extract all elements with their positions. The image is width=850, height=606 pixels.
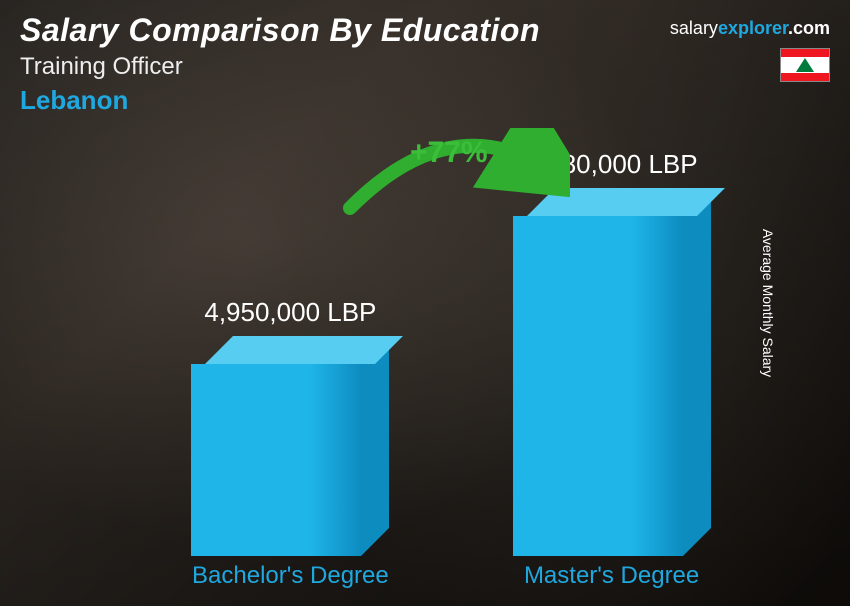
bar-side (361, 336, 389, 556)
bar-label: Master's Degree (524, 562, 699, 590)
bar-side (683, 188, 711, 556)
country-name: Lebanon (20, 85, 830, 116)
brand-prefix: salary (670, 18, 718, 38)
increase-percent: +77% (410, 136, 488, 170)
brand-mid: explorer (718, 18, 788, 38)
bar-top (205, 336, 403, 364)
y-axis-label: Average Monthly Salary (760, 229, 776, 377)
brand-suffix: .com (788, 18, 830, 38)
bar-front (513, 216, 683, 556)
flag-stripe-bottom (781, 73, 829, 81)
brand-logo: salaryexplorer.com (670, 18, 830, 39)
bar-3d (191, 336, 389, 556)
country-flag (780, 48, 830, 82)
bar-front (191, 364, 361, 556)
bar-3d (513, 188, 711, 556)
bar-label: Bachelor's Degree (192, 562, 389, 590)
flag-trunk (804, 68, 807, 72)
job-title: Training Officer (20, 53, 830, 81)
bar-value: 4,950,000 LBP (204, 297, 376, 328)
flag-stripe-top (781, 49, 829, 57)
